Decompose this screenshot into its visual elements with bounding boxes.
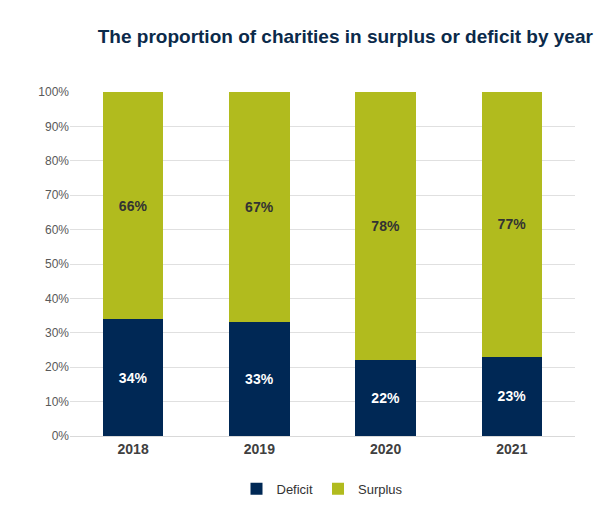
svg-text:0%: 0% [52,429,70,443]
svg-text:80%: 80% [45,154,69,168]
svg-text:33%: 33% [245,371,274,387]
svg-text:60%: 60% [45,223,69,237]
svg-text:The proportion of charities in: The proportion of charities in surplus o… [98,26,594,47]
svg-text:67%: 67% [245,199,274,215]
svg-text:Surplus: Surplus [358,482,403,497]
svg-text:77%: 77% [498,216,527,232]
svg-text:2020: 2020 [370,441,401,457]
svg-text:100%: 100% [38,85,69,99]
svg-text:2019: 2019 [244,441,275,457]
svg-text:Deficit: Deficit [277,482,314,497]
svg-text:30%: 30% [45,326,69,340]
svg-text:2018: 2018 [118,441,149,457]
svg-text:70%: 70% [45,188,69,202]
svg-text:66%: 66% [119,198,148,214]
svg-text:78%: 78% [371,218,400,234]
svg-text:40%: 40% [45,292,69,306]
svg-text:20%: 20% [45,360,69,374]
svg-text:22%: 22% [371,390,400,406]
svg-text:90%: 90% [45,120,69,134]
svg-text:34%: 34% [119,370,148,386]
svg-text:23%: 23% [498,388,527,404]
svg-text:50%: 50% [45,257,69,271]
svg-text:2021: 2021 [496,441,527,457]
svg-text:10%: 10% [45,395,69,409]
